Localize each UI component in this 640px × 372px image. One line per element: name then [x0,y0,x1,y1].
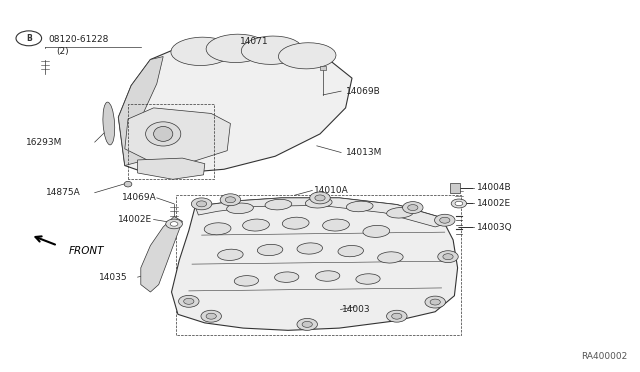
Circle shape [451,199,467,208]
Text: 14002E: 14002E [118,215,152,224]
Ellipse shape [257,244,283,256]
Ellipse shape [206,34,268,62]
Polygon shape [320,66,326,70]
Circle shape [225,197,236,203]
Circle shape [435,214,455,226]
Circle shape [191,198,212,210]
Text: RA400002: RA400002 [581,352,627,361]
Circle shape [440,217,450,223]
Ellipse shape [323,219,349,231]
Ellipse shape [243,219,269,231]
Circle shape [315,195,325,201]
Ellipse shape [378,252,403,263]
Ellipse shape [387,208,413,218]
Polygon shape [172,198,458,330]
Ellipse shape [356,274,380,284]
Polygon shape [141,217,182,292]
Circle shape [184,298,194,304]
Text: 16293M: 16293M [26,138,62,147]
Circle shape [455,201,463,206]
Circle shape [297,318,317,330]
Ellipse shape [275,272,299,282]
Text: 14069A: 14069A [122,193,156,202]
Ellipse shape [346,201,373,212]
Circle shape [166,219,182,229]
Text: 14010A: 14010A [314,186,348,195]
Circle shape [206,313,216,319]
Circle shape [220,194,241,206]
Text: 14013M: 14013M [346,148,382,157]
Ellipse shape [124,182,132,187]
Ellipse shape [103,102,115,145]
Circle shape [201,310,221,322]
Circle shape [302,321,312,327]
Circle shape [403,202,423,214]
Ellipse shape [265,199,292,210]
Circle shape [310,192,330,204]
Ellipse shape [171,37,232,65]
Text: 14069B: 14069B [346,87,380,96]
Ellipse shape [218,249,243,260]
Polygon shape [125,108,230,162]
Circle shape [443,254,453,260]
Polygon shape [118,45,352,173]
Text: 14035: 14035 [99,273,128,282]
Ellipse shape [278,43,336,69]
Circle shape [387,310,407,322]
Polygon shape [450,183,460,193]
Polygon shape [138,158,205,179]
Ellipse shape [234,276,259,286]
Ellipse shape [204,223,231,235]
Text: 14875A: 14875A [46,188,81,197]
Polygon shape [118,57,163,166]
Ellipse shape [338,246,364,257]
Ellipse shape [282,217,309,229]
Ellipse shape [297,243,323,254]
Polygon shape [195,198,448,227]
Text: 08120-61228: 08120-61228 [48,35,108,44]
Ellipse shape [316,271,340,281]
Text: 14004B: 14004B [477,183,511,192]
Circle shape [425,296,445,308]
Text: 14002E: 14002E [477,199,511,208]
Circle shape [196,201,207,207]
Ellipse shape [363,225,390,237]
Text: B: B [26,34,31,43]
Ellipse shape [154,126,173,141]
Text: 14071: 14071 [240,37,269,46]
Text: FRONT: FRONT [69,246,104,256]
Ellipse shape [146,122,180,146]
Ellipse shape [241,36,303,64]
Text: 14003: 14003 [342,305,371,314]
Circle shape [392,313,402,319]
Ellipse shape [305,198,332,208]
Circle shape [170,222,178,226]
Circle shape [438,251,458,263]
Text: 14003Q: 14003Q [477,223,513,232]
Text: (2): (2) [56,47,69,56]
Circle shape [179,295,199,307]
Ellipse shape [227,203,253,214]
Circle shape [430,299,440,305]
Circle shape [408,205,418,211]
